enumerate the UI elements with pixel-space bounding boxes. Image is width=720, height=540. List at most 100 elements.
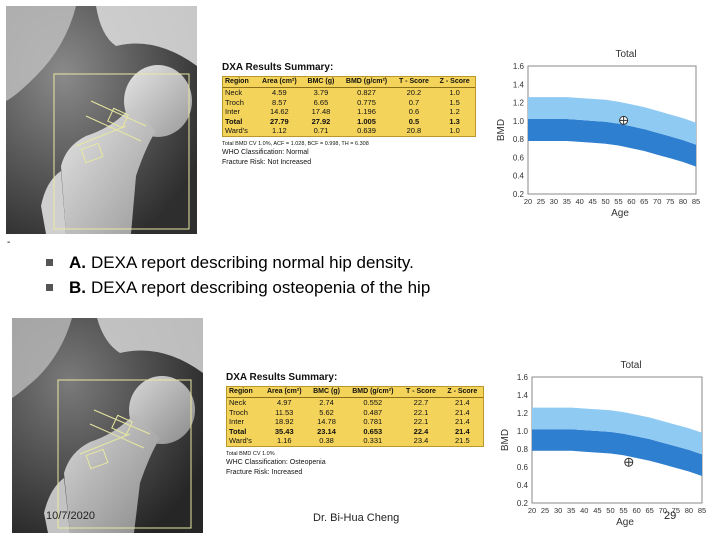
dash-mark: - [7,237,11,248]
table-row: Total 35.43 23.14 0.653 22.4 21.4 [227,427,483,437]
bmd-age-chart-b: 0.2 0.4 0.6 0.8 1.0 1.2 1.4 1.6 20 25 30 35 40 45 50 55… [500,360,706,528]
table-cell: 1.2 [449,107,460,116]
table-cell: 0.653 [363,426,383,436]
table-cell: Troch [229,407,248,417]
bullet-label: B. [69,277,86,297]
x-tick-label: 70 [659,506,667,515]
dxa-title: DXA Results Summary: [222,62,334,73]
table-cell: 1.5 [449,97,460,107]
table-cell: 11.53 [275,407,294,417]
chart-title: Total [620,360,641,371]
x-tick-label: 30 [550,197,558,206]
dxa-summary-a: DXA Results Summary: Region Area (cm²) BMC… [222,62,476,168]
y-tick-label: 1.6 [517,373,529,382]
table-cell: 1.0 [449,126,460,135]
table-cell: 0.775 [357,97,376,107]
table-cell: Neck [229,398,247,407]
bullet-text: DEXA report describing osteopenia of the… [91,277,431,297]
x-tick-label: 45 [588,197,596,206]
bullet-text: DEXA report describing normal hip densit… [91,252,414,272]
x-tick-label: 60 [627,197,635,206]
dxa-summary-b: DXA Results Summary: Region Area (cm²) BMC… [226,372,484,478]
chart-title: Total [615,49,636,60]
table-cell: 14.78 [317,417,336,426]
y-tick-label: 0.2 [517,499,529,508]
column-header: T - Score [406,388,436,395]
footer-author: Dr. Bi-Hua Cheng [313,512,400,524]
table-cell: 0.552 [363,398,383,407]
x-tick-label: 60 [632,506,640,515]
column-header: Z - Score [447,388,478,395]
table-cell: 6.65 [313,97,329,107]
dxa-results-table: Region Area (cm²) BMC (g) BMD (g/cm²) T - Sc… [227,387,483,446]
y-tick-label: 1.4 [517,391,529,400]
table-cell: 18.92 [274,417,294,426]
reference-band [528,119,696,167]
column-header: BMD (g/cm²) [352,388,394,395]
reference-band [532,407,702,455]
column-header: Z - Score [439,78,470,85]
column-header: T - Score [398,78,429,85]
y-tick-label: 1.2 [513,99,525,108]
cv-line: Total BMD CV 1.0%, ACF = 1.028, BCF = 0.… [222,140,369,147]
table-row: Neck 4.97 2.74 0.552 22.7 21.4 [227,398,483,408]
page-number: 29 [664,510,677,522]
dxa-title: DXA Results Summary: [226,372,338,383]
reference-band [528,97,696,145]
table-cell: Inter [229,417,245,426]
x-tick-label: 50 [606,506,614,515]
cv-line: Total BMD CV 1.0% [226,450,275,457]
reference-band [532,429,702,476]
x-tick-label: 35 [563,197,571,206]
table-cell: 0.639 [357,126,376,135]
y-tick-label: 0.2 [513,190,525,199]
table-cell: 20.2 [406,88,422,97]
y-axis-label: BMD [500,429,511,451]
x-tick-label: 20 [528,506,536,515]
y-tick-label: 0.6 [517,463,529,472]
y-axis-label: BMD [496,119,507,141]
x-tick-label: 65 [640,197,648,206]
x-tick-label: 70 [653,197,661,206]
x-tick-label: 45 [593,506,601,515]
table-cell: Total [229,426,247,436]
table-cell: 21.4 [455,398,470,407]
x-tick-label: 20 [524,197,532,206]
dxa-results-box: Region Area (cm²) BMC (g) BMD (g/cm²) T - Sc… [222,76,476,137]
table-cell: 4.59 [272,88,287,97]
bullet-label: A. [69,252,86,272]
table-cell: 0.6 [408,107,420,116]
table-cell: 5.62 [319,407,334,417]
caption-list: A. DEXA report describing normal hip den… [46,250,646,300]
column-header: BMC (g) [313,388,340,395]
table-cell: 1.3 [449,116,460,126]
y-tick-label: 0.8 [517,445,529,454]
column-header: BMC (g) [307,78,335,85]
table-cell: 8.57 [272,97,287,107]
table-cell: 14.62 [269,107,289,116]
x-axis-label: Age [616,517,634,528]
table-cell: 20.8 [406,126,422,135]
fracture-risk: Fracture Risk: Not Increased [222,158,312,166]
table-row: Neck 4.59 3.79 0.827 20.2 1.0 [223,88,475,98]
bullet-icon [46,259,53,266]
column-header: Region [225,78,249,85]
table-row: Ward's 1.12 0.71 0.639 20.8 1.0 [223,126,475,136]
fracture-risk: Fracture Risk: Increased [226,468,303,476]
table-cell: 21.4 [455,426,470,436]
table-cell: 3.79 [313,88,329,97]
table-cell: Total [225,116,243,126]
x-tick-label: 85 [698,506,706,515]
y-tick-label: 1.6 [513,62,525,71]
table-cell: 22.4 [413,426,429,436]
table-cell: 27.79 [269,116,289,126]
x-tick-label: 50 [601,197,609,206]
y-tick-label: 1.2 [517,409,529,418]
bullet-icon [46,284,53,291]
x-axis-label: Age [611,208,629,219]
xray-image-b [12,318,203,533]
table-cell: 35.43 [274,426,294,436]
y-tick-label: 0.6 [513,153,525,162]
table-cell: 2.74 [319,398,334,407]
x-tick-label: 40 [580,506,588,515]
